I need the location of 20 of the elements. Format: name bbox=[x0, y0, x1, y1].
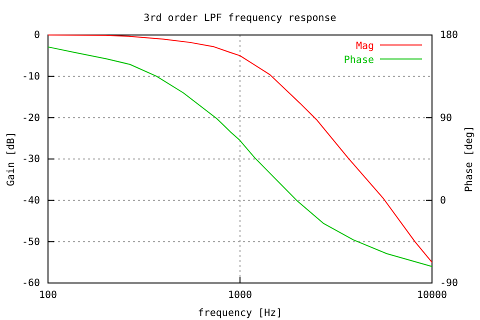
x-tick-label: 10000 bbox=[416, 290, 448, 302]
y2-tick-label: 180 bbox=[440, 30, 458, 42]
y2-tick-label: -90 bbox=[440, 278, 458, 290]
y-tick-label: -30 bbox=[22, 154, 40, 166]
y2-tick-label: 90 bbox=[440, 112, 452, 124]
x-tick-label: 100 bbox=[38, 290, 58, 302]
legend-label: Phase bbox=[344, 55, 374, 66]
y-tick-label: -20 bbox=[22, 112, 40, 124]
y2-axis-title: Phase [deg] bbox=[464, 126, 475, 192]
x-axis-title: frequency [Hz] bbox=[198, 308, 282, 319]
y2-tick-label: 0 bbox=[440, 196, 446, 207]
y-tick-label: -50 bbox=[22, 236, 40, 248]
y-tick-label: -10 bbox=[22, 72, 40, 83]
y-tick-label: -60 bbox=[22, 278, 40, 290]
y-tick-label: -40 bbox=[22, 196, 40, 207]
legend-label: Mag bbox=[356, 41, 374, 52]
y-tick-label: 0 bbox=[34, 30, 40, 42]
chart-title: 3rd order LPF frequency response bbox=[144, 13, 336, 24]
x-tick-label: 1000 bbox=[228, 290, 252, 302]
y-axis-title: Gain [dB] bbox=[6, 132, 17, 186]
